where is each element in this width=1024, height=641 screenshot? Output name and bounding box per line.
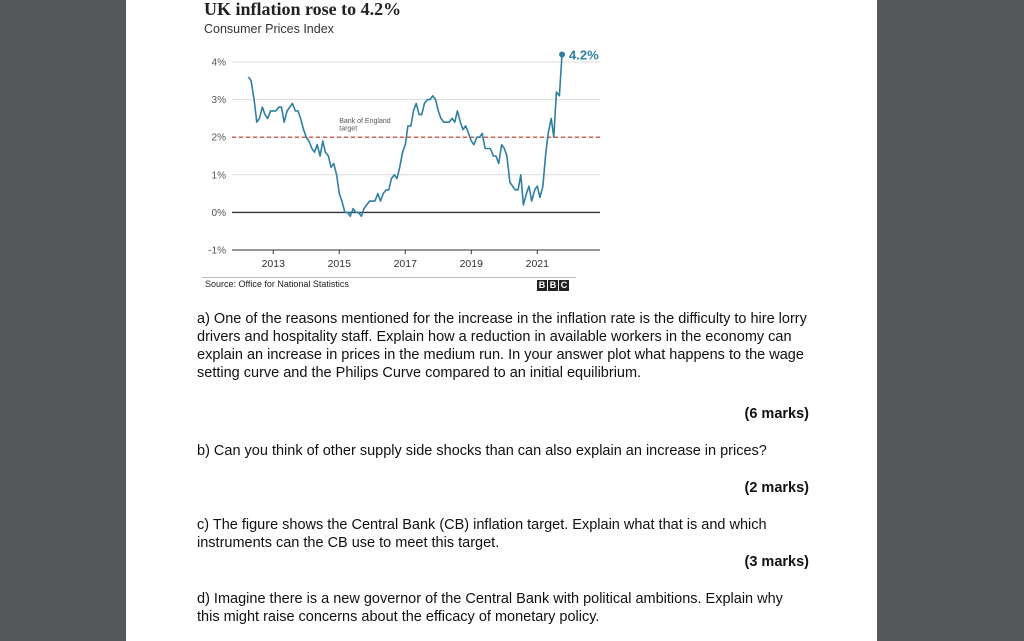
question-b: b) Can you think of other supply side sh…	[197, 443, 767, 459]
x-tick-label: 2021	[526, 258, 550, 270]
target-label: target	[339, 126, 357, 133]
question-a-marks: (6 marks)	[744, 406, 809, 422]
logo-letter: B	[548, 280, 558, 291]
chart-subtitle: Consumer Prices Index	[204, 22, 334, 36]
x-tick-label: 2019	[460, 258, 484, 270]
logo-letter: B	[537, 280, 547, 291]
target-label: Bank of England	[339, 118, 390, 125]
cpi-series-line	[247, 54, 563, 217]
y-tick-label: 1%	[212, 170, 227, 181]
question-d: d) Imagine there is a new governor of th…	[197, 591, 783, 625]
logo-letter: C	[559, 280, 569, 291]
question-c-marks: (3 marks)	[744, 554, 809, 570]
question-c: c) The figure shows the Central Bank (CB…	[197, 517, 767, 551]
y-tick-label: -1%	[208, 246, 226, 257]
y-tick-label: 0%	[212, 208, 227, 219]
question-a: a) One of the reasons mentioned for the …	[197, 311, 807, 381]
x-tick-label: 2013	[262, 258, 286, 270]
end-value-label: 4.2%	[569, 47, 599, 62]
document-page: UK inflation rose to 4.2% Consumer Price…	[126, 0, 877, 641]
inflation-chart: 4% 3% 2% 1% 0% -1% 2013 2015 2017 2019 2021 Bank of…	[208, 47, 600, 270]
question-b-marks: (2 marks)	[744, 480, 809, 496]
y-tick-label: 2%	[212, 133, 227, 144]
x-tick-label: 2015	[328, 258, 352, 270]
end-point-marker	[559, 51, 566, 58]
x-tick-label: 2017	[394, 258, 418, 270]
bbc-logo: B B C	[537, 280, 569, 291]
y-tick-label: 3%	[212, 95, 227, 106]
chart-source: Source: Office for National Statistics	[205, 279, 349, 289]
chart-title: UK inflation rose to 4.2%	[204, 0, 402, 19]
y-tick-label: 4%	[212, 58, 227, 69]
source-divider	[202, 277, 576, 278]
